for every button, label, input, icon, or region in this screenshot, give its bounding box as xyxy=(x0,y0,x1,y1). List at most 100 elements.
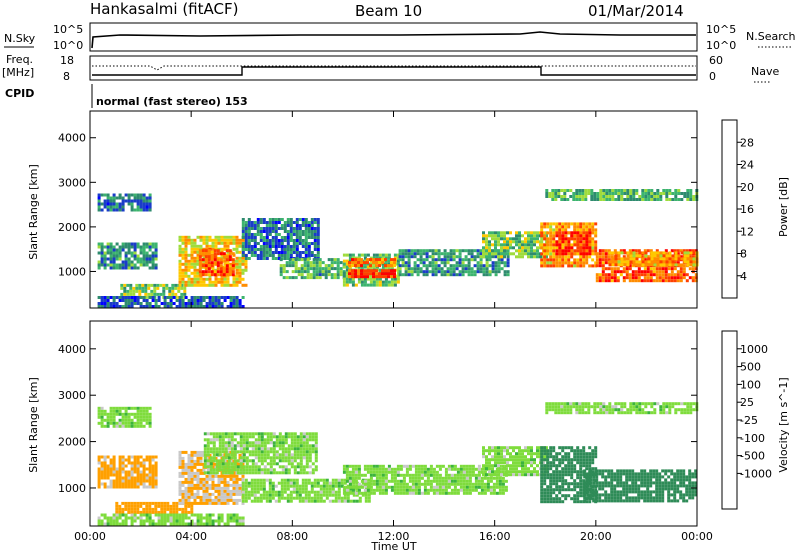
heatmap-cell xyxy=(275,456,279,460)
power-heatmap-cells xyxy=(97,189,699,308)
heatmap-cell xyxy=(692,263,696,267)
heatmap-cell xyxy=(160,302,164,305)
heatmap-cell xyxy=(106,248,110,252)
heatmap-cell xyxy=(497,267,501,271)
heatmap-cell xyxy=(97,260,101,264)
heatmap-cell xyxy=(318,273,322,277)
heatmap-cell xyxy=(443,252,447,256)
heatmap-cell xyxy=(280,239,284,242)
heatmap-cell xyxy=(435,479,439,483)
heatmap-cell xyxy=(277,496,281,500)
heatmap-cell xyxy=(608,263,612,267)
heatmap-cell xyxy=(241,499,245,503)
heatmap-cell xyxy=(203,471,207,475)
heatmap-cell xyxy=(263,453,267,457)
heatmap-cell xyxy=(282,276,286,280)
heatmap-cell xyxy=(181,256,185,260)
heatmap-cell xyxy=(271,484,275,488)
heatmap-cell xyxy=(563,189,567,192)
heatmap-cell xyxy=(262,478,266,482)
heatmap-cell xyxy=(316,236,320,239)
heatmap-cell xyxy=(232,296,236,299)
heatmap-cell xyxy=(345,470,349,474)
heatmap-cell xyxy=(372,482,376,486)
heatmap-cell xyxy=(503,449,506,453)
heatmap-cell xyxy=(138,283,142,287)
heatmap-cell xyxy=(121,299,125,302)
heatmap-cell xyxy=(151,260,155,264)
heatmap-cell xyxy=(366,277,370,281)
heatmap-cell xyxy=(204,261,208,265)
heatmap-cell xyxy=(109,458,113,462)
y-tick-label: 3000 xyxy=(58,176,86,189)
heatmap-cell xyxy=(367,490,371,494)
heatmap-cell xyxy=(497,231,500,235)
heatmap-cell xyxy=(483,485,487,489)
heatmap-cell xyxy=(198,255,202,259)
heatmap-cell xyxy=(429,473,433,477)
heatmap-cell xyxy=(614,257,618,261)
heatmap-cell xyxy=(620,257,624,261)
heatmap-cell xyxy=(486,482,490,486)
heatmap-cell xyxy=(193,477,197,481)
heatmap-cell xyxy=(283,251,287,254)
heatmap-cell xyxy=(594,240,598,244)
heatmap-cell xyxy=(619,273,623,277)
heatmap-cell xyxy=(263,438,267,442)
heatmap-cell xyxy=(288,276,292,280)
heatmap-cell xyxy=(431,249,435,253)
heatmap-cell xyxy=(190,247,194,251)
heatmap-cell xyxy=(221,441,225,445)
heatmap-cell xyxy=(254,432,258,436)
heatmap-cell xyxy=(313,233,317,236)
heatmap-cell xyxy=(318,258,322,262)
heatmap-cell xyxy=(184,480,188,484)
heatmap-cell xyxy=(691,249,695,253)
heatmap-cell xyxy=(650,251,654,255)
heatmap-cell xyxy=(190,459,194,463)
heatmap-cell xyxy=(310,251,314,254)
heatmap-cell xyxy=(199,468,203,472)
heatmap-cell xyxy=(278,456,282,460)
heatmap-cell xyxy=(330,261,334,265)
heatmap-cell xyxy=(115,257,119,261)
heatmap-cell xyxy=(378,467,382,471)
heatmap-cell xyxy=(230,462,234,466)
heatmap-cell xyxy=(322,484,326,488)
heatmap-cell xyxy=(509,452,512,456)
heatmap-cell xyxy=(274,242,278,245)
heatmap-cell xyxy=(233,468,237,472)
heatmap-cell xyxy=(244,499,248,503)
heatmap-cell xyxy=(446,270,450,274)
heatmap-cell xyxy=(345,467,349,471)
heatmap-cell xyxy=(598,258,602,262)
heatmap-cell xyxy=(196,450,200,454)
heatmap-cell xyxy=(268,481,272,485)
heatmap-cell xyxy=(411,485,415,489)
heatmap-cell xyxy=(546,243,550,247)
heatmap-cell xyxy=(135,289,139,293)
heatmap-cell xyxy=(339,273,343,277)
heatmap-cell xyxy=(151,263,155,267)
heatmap-cell xyxy=(512,464,515,468)
heatmap-cell xyxy=(360,473,364,477)
heatmap-cell xyxy=(148,485,152,489)
heatmap-cell xyxy=(160,504,164,508)
heatmap-cell xyxy=(311,450,315,454)
heatmap-cell xyxy=(694,249,698,253)
heatmap-cell xyxy=(304,496,308,500)
heatmap-cell xyxy=(593,195,597,198)
heatmap-cell xyxy=(301,499,305,503)
heatmap-cell xyxy=(263,456,267,460)
heatmap-cell xyxy=(214,495,218,499)
heatmap-cell xyxy=(312,261,316,265)
heatmap-cell xyxy=(313,499,317,503)
heatmap-cell xyxy=(647,257,651,261)
heatmap-cell xyxy=(187,486,191,490)
heatmap-cell xyxy=(289,478,293,482)
heatmap-cell xyxy=(241,259,245,263)
heatmap-cell xyxy=(337,493,341,497)
heatmap-cell xyxy=(223,477,227,481)
heatmap-cell xyxy=(187,283,191,287)
heatmap-cell xyxy=(477,464,481,468)
